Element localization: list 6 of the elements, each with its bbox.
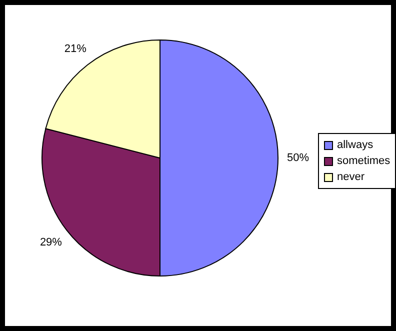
legend-label: never: [337, 170, 365, 185]
data-label: 50%: [286, 152, 310, 164]
data-label: 21%: [64, 42, 87, 55]
legend-label: allways: [337, 138, 374, 153]
data-label: 29%: [40, 236, 62, 249]
legend-label: sometimes: [337, 154, 390, 169]
